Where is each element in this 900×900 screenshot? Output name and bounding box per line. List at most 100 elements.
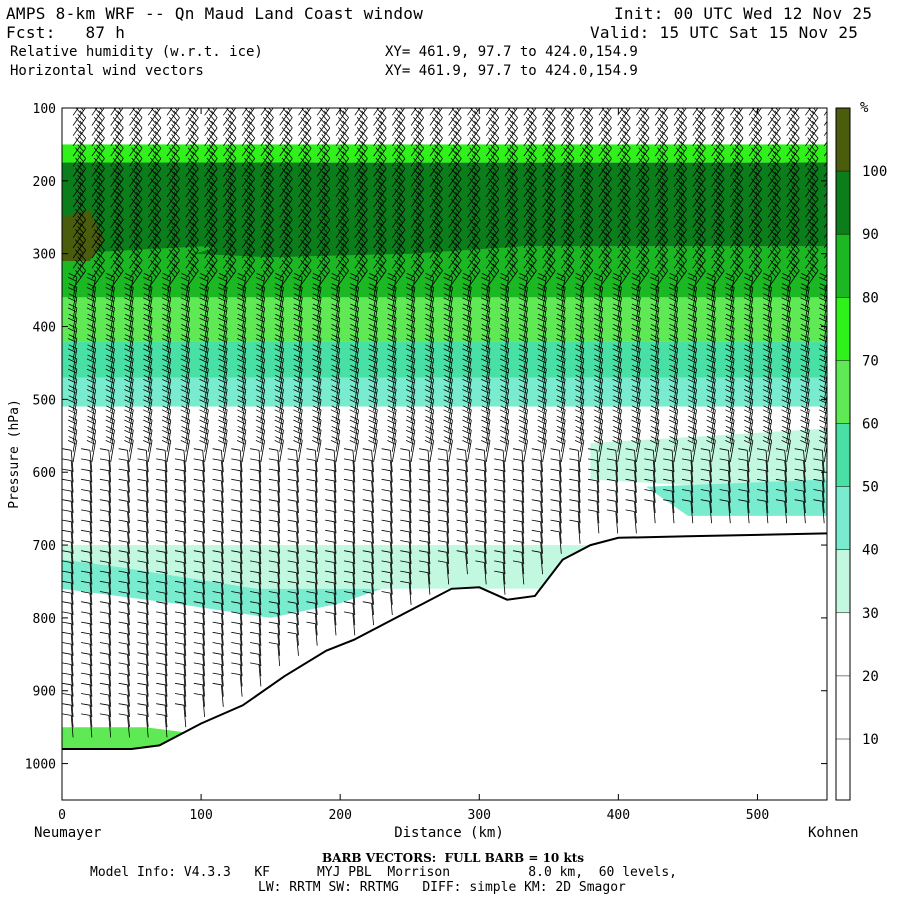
- wind-barb: [193, 693, 205, 718]
- wind-barb: [143, 344, 153, 371]
- wind-barb: [631, 364, 641, 391]
- x-axis-label: Distance (km): [394, 825, 504, 841]
- wind-barb: [481, 375, 491, 401]
- wind-barb: [99, 693, 112, 718]
- wind-barb: [405, 313, 416, 340]
- wind-barb: [349, 324, 359, 350]
- wind-barb: [268, 611, 281, 636]
- wind-barb: [250, 580, 262, 605]
- wind-barb: [625, 458, 637, 483]
- wind-barb: [700, 489, 712, 514]
- wind-barb: [631, 283, 641, 310]
- wind-barb: [781, 354, 791, 381]
- wind-barb: [499, 405, 510, 432]
- wind-barb: [800, 405, 810, 432]
- wind-barb: [67, 303, 78, 330]
- wind-barb: [306, 611, 318, 636]
- wind-barb: [156, 713, 168, 738]
- wind-barb: [781, 303, 791, 330]
- wind-barb: [593, 405, 604, 432]
- wind-barb: [312, 344, 322, 371]
- wind-barb: [137, 580, 149, 605]
- wind-barb: [499, 303, 510, 330]
- wind-barb: [512, 560, 525, 585]
- wind-barb: [287, 631, 299, 656]
- wind-barb: [193, 611, 205, 636]
- wind-barb: [794, 489, 806, 514]
- wind-barb: [429, 263, 443, 289]
- wind-barb: [419, 448, 431, 473]
- wind-barb: [405, 334, 416, 361]
- wind-barb: [118, 499, 130, 524]
- wind-barb: [700, 499, 712, 524]
- wind-barb: [387, 303, 397, 330]
- wind-barb: [124, 436, 134, 463]
- wind-barb: [668, 415, 679, 442]
- wind-barb: [250, 662, 262, 687]
- wind-barb: [537, 324, 547, 350]
- wind-barb: [781, 415, 791, 442]
- wind-barb: [518, 425, 528, 452]
- wind-barb: [312, 293, 322, 320]
- wind-barb: [518, 436, 528, 463]
- wind-barb: [362, 560, 374, 585]
- wind-barb: [781, 405, 791, 432]
- wind-barb: [762, 395, 773, 422]
- wind-barb: [781, 375, 791, 401]
- wind-barb: [650, 395, 660, 422]
- wind-barb: [631, 395, 641, 422]
- wind-barb: [325, 478, 337, 503]
- wind-barb: [67, 354, 78, 381]
- wind-barb: [81, 458, 93, 483]
- wind-barb: [156, 489, 168, 514]
- wind-barb: [330, 405, 341, 432]
- wind-barb: [743, 303, 754, 330]
- wind-barb: [512, 448, 525, 473]
- wind-barb: [800, 313, 810, 340]
- wind-barb: [137, 652, 149, 677]
- wind-barb: [531, 519, 543, 544]
- wind-barb: [719, 489, 731, 514]
- wind-barb: [762, 405, 773, 432]
- wind-barb: [325, 499, 337, 524]
- wind-barb: [325, 570, 337, 595]
- wind-barb: [556, 273, 566, 299]
- wind-barb: [81, 478, 93, 503]
- wind-barb: [368, 364, 378, 391]
- wind-barb: [147, 263, 162, 289]
- wind-barb: [335, 263, 349, 289]
- wind-barb: [437, 468, 450, 493]
- wind-barb: [512, 540, 525, 565]
- wind-barb: [556, 354, 566, 381]
- wind-barb: [174, 682, 187, 707]
- wind-barb: [193, 580, 205, 605]
- wind-barb: [199, 405, 209, 432]
- wind-barb: [424, 283, 435, 310]
- wind-barb: [687, 425, 697, 452]
- wind-barb: [781, 293, 791, 320]
- wind-barb: [606, 468, 619, 493]
- wind-barb: [287, 489, 299, 514]
- wind-barb: [193, 570, 205, 595]
- wind-barb: [118, 713, 130, 738]
- wind-barb: [574, 283, 585, 310]
- wind-barb: [743, 344, 754, 371]
- wind-barb: [143, 385, 153, 412]
- wind-barb: [673, 263, 687, 289]
- wind-barb: [400, 560, 412, 585]
- wind-barb: [161, 303, 172, 330]
- wind-barb: [62, 693, 74, 718]
- wind-barb: [250, 489, 262, 514]
- wind-barb: [62, 580, 74, 605]
- wind-barb: [260, 263, 274, 289]
- wind-barb: [218, 344, 228, 371]
- wind-barb: [574, 303, 585, 330]
- wind-barb: [250, 478, 262, 503]
- wind-barb: [387, 334, 397, 361]
- wind-barb: [368, 395, 378, 422]
- wind-barb: [400, 468, 412, 493]
- colorbar-label: 50: [862, 480, 879, 496]
- wind-barb: [174, 499, 187, 524]
- wind-barb: [287, 591, 299, 616]
- wind-barb: [387, 415, 397, 442]
